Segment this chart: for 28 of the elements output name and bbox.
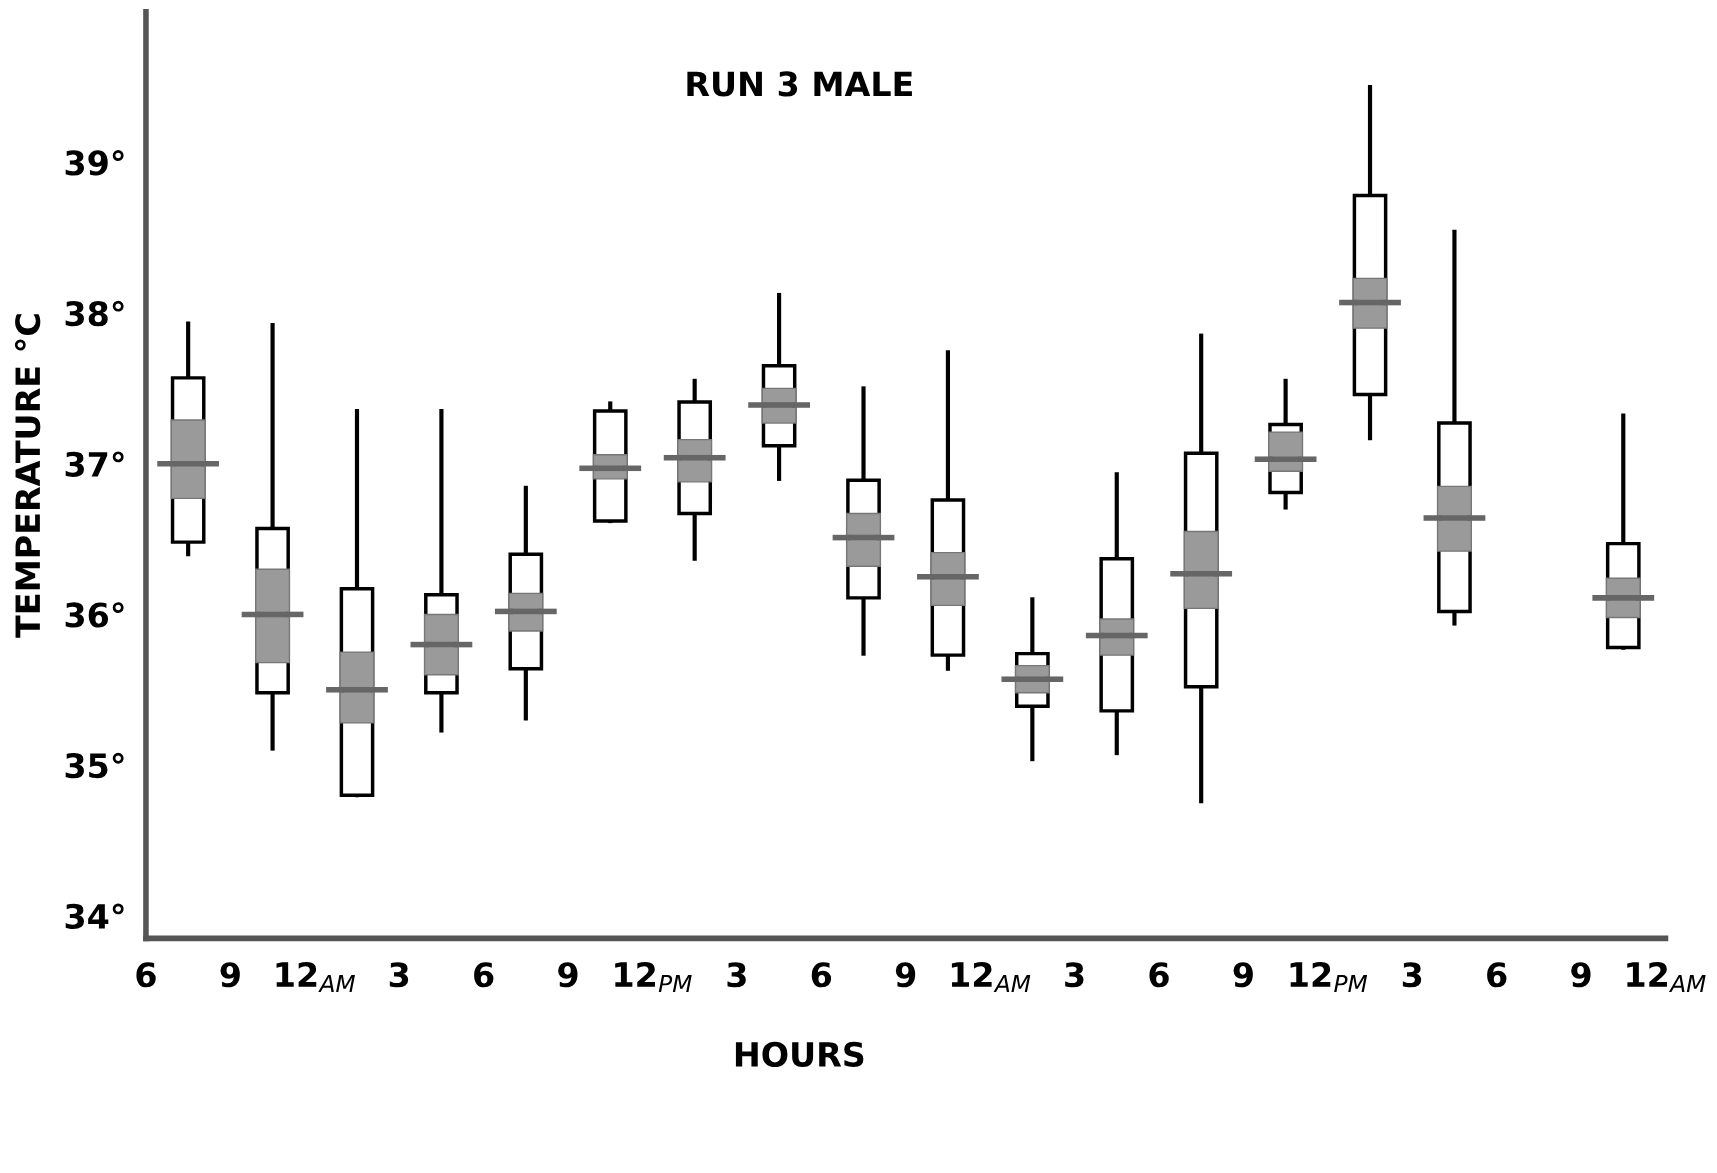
text: 6 (1487, 962, 1507, 988)
text: 9 (220, 962, 240, 988)
text: 9 (1233, 962, 1253, 988)
y-axis-title: TEMPERATURE °C (14, 314, 41, 638)
text: 9 (1571, 962, 1591, 988)
text: 9 (895, 962, 916, 988)
y-tick-label: 34° (65, 903, 124, 929)
text: 3 (1402, 962, 1422, 988)
text: 12$_{AM}$ (951, 961, 1031, 993)
text: 6 (1149, 962, 1169, 988)
y-tick-label: 35° (65, 752, 124, 779)
y-tick-label: 38° (65, 300, 124, 327)
text: 12$_{PM}$ (615, 961, 692, 993)
text: 3 (1065, 962, 1084, 988)
text: RUN 3 MALE (687, 71, 912, 97)
x-axis-title: HOURS (735, 1041, 864, 1067)
y-tick-label: 39° (65, 150, 124, 176)
text: 12$_{PM}$ (1290, 961, 1368, 993)
text: 6 (811, 962, 832, 988)
text: 3 (727, 962, 746, 988)
text: 6 (474, 962, 494, 988)
text: 6 (136, 962, 156, 988)
y-tick-label: 37° (65, 451, 124, 477)
text: 12$_{AM}$ (276, 961, 355, 993)
text: 12$_{AM}$ (1627, 961, 1706, 993)
y-tick-label: 36° (65, 602, 124, 628)
text: 9 (558, 962, 578, 988)
text: 3 (389, 962, 409, 988)
